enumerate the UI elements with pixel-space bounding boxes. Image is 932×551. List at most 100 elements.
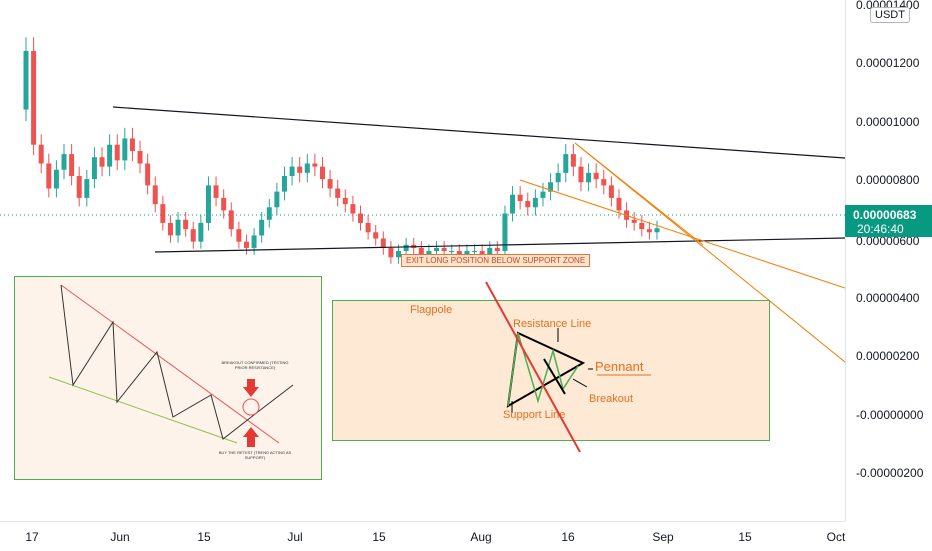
time-tick: 15: [738, 530, 752, 544]
candle: [69, 154, 75, 176]
candle: [441, 247, 447, 252]
candle: [418, 247, 424, 255]
candle: [251, 235, 257, 248]
candle: [654, 228, 660, 233]
time-axis[interactable]: 17 Jun 15 Jul 15 Aug 16 Sep 15 Oct: [0, 521, 845, 551]
wedge-upper-note: BREAKOUT CONFIRMED (TESTING PRIOR RESIST…: [221, 360, 289, 370]
candle: [335, 188, 341, 198]
candle: [403, 244, 409, 252]
candle: [46, 163, 52, 189]
candle: [213, 185, 219, 198]
candle: [479, 251, 485, 255]
time-tick: 15: [197, 530, 211, 544]
candle: [358, 213, 364, 223]
wedge-drawing: [48, 284, 294, 447]
last-price-value: 0.00000683: [853, 208, 917, 222]
exit-note: EXIT LONG POSITION BELOW SUPPORT ZONE: [401, 254, 591, 267]
candle: [646, 229, 652, 233]
candle: [396, 251, 402, 258]
candle: [639, 222, 645, 230]
candle: [23, 50, 29, 110]
candle: [122, 138, 128, 161]
candle: [228, 210, 234, 230]
candle: [327, 179, 333, 189]
candle: [312, 163, 318, 167]
candle: [563, 154, 569, 173]
price-tick: -0.00000000: [856, 408, 924, 422]
candle: [494, 247, 500, 252]
price-tick: 0.00000800: [856, 173, 920, 187]
candle: [342, 197, 348, 205]
candle: [434, 247, 440, 252]
resistance-line-label: Resistance Line: [513, 318, 592, 330]
candle: [593, 172, 599, 180]
wedge-illustration: BREAKOUT CONFIRMED (TESTING PRIOR RESIST…: [14, 276, 322, 480]
time-tick: 15: [372, 530, 386, 544]
candle: [259, 219, 265, 236]
candle: [555, 172, 561, 183]
upper-resistance-line: [112, 106, 846, 159]
candles: [23, 37, 660, 264]
candle: [198, 222, 204, 242]
candle: [616, 197, 622, 211]
candle: [53, 169, 59, 189]
candle: [236, 229, 242, 242]
candle: [350, 204, 356, 214]
support-line-label: Support Line: [503, 409, 566, 421]
candle: [380, 238, 386, 248]
candle: [388, 247, 394, 258]
candle: [365, 222, 371, 233]
candle: [532, 197, 538, 208]
price-tick: 0.00001200: [856, 56, 920, 70]
price-tick: 0.00001000: [856, 115, 920, 129]
candle: [502, 213, 508, 252]
candle: [472, 251, 478, 253]
pennant-label: Pennant: [595, 359, 644, 374]
candle: [608, 185, 614, 198]
candle: [243, 241, 249, 248]
wedge-lower-note: BUY THE RETEST (TREND ACTING AS SUPPORT): [218, 450, 292, 460]
candle: [221, 197, 227, 211]
candle: [517, 194, 523, 202]
price-tick: 0.00000200: [856, 349, 920, 363]
candle: [266, 207, 272, 220]
candle: [137, 150, 143, 164]
candle: [183, 219, 189, 230]
lower-support-line: [154, 237, 846, 253]
candle: [281, 176, 287, 192]
candle: [84, 179, 90, 198]
flagpole-label: Flagpole: [410, 304, 453, 316]
candle: [114, 144, 120, 161]
candle: [91, 157, 97, 180]
candle: [99, 157, 105, 167]
short-support-line: [519, 179, 846, 289]
time-tick: 17: [25, 530, 39, 544]
candle: [274, 191, 280, 208]
candle: [152, 185, 158, 205]
candle: [548, 182, 554, 192]
candle: [373, 232, 379, 239]
candle: [205, 185, 211, 223]
candle: [570, 154, 576, 167]
candle: [631, 219, 637, 223]
time-tick: Sep: [652, 530, 674, 544]
currency-badge[interactable]: USDT: [870, 7, 910, 23]
candle: [289, 166, 295, 176]
candle: [456, 251, 462, 255]
price-axis[interactable]: 0.00001400 0.00001200 0.00001000 0.00000…: [845, 0, 932, 521]
candle: [510, 194, 516, 214]
candle: [426, 251, 432, 255]
candle: [190, 229, 196, 242]
candle: [586, 172, 592, 183]
candle: [76, 176, 82, 198]
breakout-label: Breakout: [589, 393, 634, 405]
candle: [129, 138, 135, 151]
time-tick: Aug: [470, 530, 492, 544]
candle: [145, 163, 151, 186]
candle: [38, 144, 44, 164]
candle: [540, 191, 546, 198]
price-tick: 0.00000400: [856, 291, 920, 305]
time-tick: 16: [561, 530, 575, 544]
candle: [319, 166, 325, 180]
candle: [107, 144, 113, 167]
